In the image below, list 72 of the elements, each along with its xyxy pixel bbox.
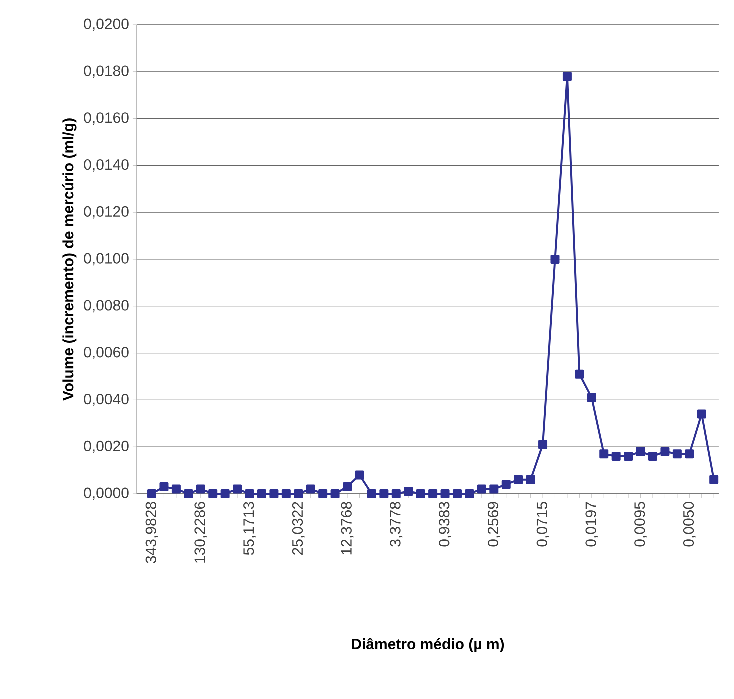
x-tick-label: 130,2286 [194, 502, 208, 563]
x-tick-label: 25,0322 [292, 502, 305, 555]
point [245, 489, 254, 498]
y-tick-label: 0,0040 [84, 394, 129, 406]
x-tick-label: 55,1713 [244, 502, 256, 556]
point [648, 452, 658, 461]
point [184, 489, 194, 498]
point [465, 489, 474, 498]
point [526, 475, 536, 484]
point [160, 482, 169, 492]
point [575, 370, 584, 379]
point [502, 480, 511, 490]
point [562, 72, 572, 82]
y-tick-label: 0,0140 [84, 159, 129, 172]
x-tick-label: 12,3768 [341, 502, 354, 555]
point [685, 450, 694, 459]
x-tick-label: 0,0050 [683, 502, 696, 547]
point [600, 450, 609, 459]
point [148, 489, 157, 498]
point [172, 484, 181, 494]
y-tick-label: 0,0000 [84, 488, 129, 500]
y-tick-label: 0,0080 [84, 300, 129, 313]
point [306, 484, 316, 494]
x-tick-label: 0,0095 [634, 502, 647, 547]
point [367, 489, 376, 498]
point [612, 452, 621, 461]
point [477, 484, 486, 494]
x-axis-title: Diâmetro médio (µ m) [352, 638, 504, 653]
x-tick-label: 0,2569 [488, 502, 500, 547]
y-axis-title: Volume (incremento) de mercúrio (ml/g) [62, 118, 77, 401]
point [440, 489, 450, 498]
point [624, 452, 634, 461]
point [330, 489, 340, 498]
point [636, 447, 646, 456]
x-tick-label: 3,3778 [390, 502, 403, 547]
point [343, 482, 352, 492]
point [257, 489, 266, 498]
point [392, 489, 401, 498]
y-tick-label: 0,0160 [84, 112, 129, 125]
y-tick-label: 0,0200 [84, 18, 129, 32]
point [270, 489, 279, 498]
point [428, 489, 438, 498]
y-tick-label: 0,0020 [84, 440, 129, 454]
point [416, 489, 426, 498]
x-tick-label: 0,9383 [439, 502, 452, 547]
point [355, 470, 364, 480]
x-tick-label: 0,0715 [536, 502, 550, 547]
y-tick-label: 0,0100 [84, 253, 129, 266]
point [538, 440, 548, 450]
point [233, 484, 242, 494]
y-tick-label: 0,0120 [84, 206, 129, 219]
point [452, 489, 462, 498]
point [514, 475, 524, 484]
point [550, 254, 560, 264]
point [318, 489, 328, 498]
y-tick-label: 0,0060 [84, 347, 129, 360]
x-tick-label: 0,0197 [586, 502, 598, 547]
x-tick-label: 343,9828 [146, 502, 158, 564]
point [196, 484, 206, 494]
point [587, 393, 596, 402]
y-tick-label: 0,0180 [84, 66, 129, 78]
point [490, 484, 499, 494]
point [220, 489, 230, 498]
point [697, 410, 706, 419]
point [294, 489, 304, 498]
point [282, 489, 291, 498]
point [710, 475, 719, 484]
point [404, 487, 414, 496]
point [208, 489, 218, 498]
point [672, 450, 682, 459]
point [660, 447, 670, 456]
point [380, 489, 389, 498]
